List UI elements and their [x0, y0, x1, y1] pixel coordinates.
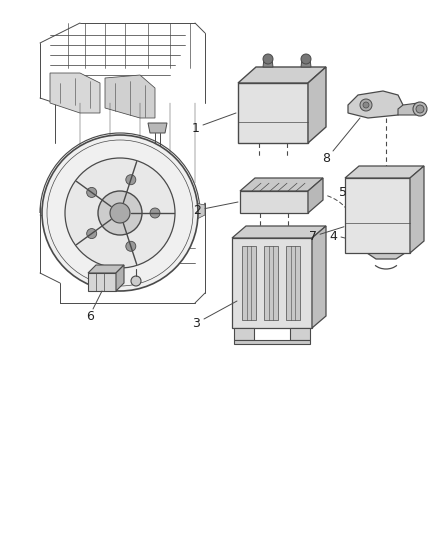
Text: 7: 7: [309, 230, 317, 243]
Polygon shape: [263, 59, 273, 67]
Circle shape: [382, 194, 390, 202]
Polygon shape: [290, 328, 310, 340]
Circle shape: [360, 99, 372, 111]
Polygon shape: [238, 67, 326, 83]
Polygon shape: [410, 166, 424, 253]
Circle shape: [110, 203, 130, 223]
Polygon shape: [286, 246, 300, 320]
Ellipse shape: [288, 71, 298, 77]
Text: 2: 2: [193, 204, 201, 217]
Text: 6: 6: [86, 311, 94, 324]
Circle shape: [413, 102, 427, 116]
Circle shape: [416, 105, 424, 113]
Polygon shape: [148, 123, 167, 133]
Text: 8: 8: [322, 152, 330, 166]
Ellipse shape: [272, 71, 282, 77]
Polygon shape: [116, 265, 124, 291]
Polygon shape: [50, 73, 100, 113]
Circle shape: [42, 135, 198, 291]
FancyArrowPatch shape: [328, 196, 354, 225]
Circle shape: [87, 188, 97, 197]
Circle shape: [131, 276, 141, 286]
Polygon shape: [398, 103, 423, 115]
Polygon shape: [232, 238, 312, 328]
Polygon shape: [345, 166, 424, 178]
Polygon shape: [168, 201, 205, 225]
Circle shape: [150, 208, 160, 218]
Circle shape: [126, 175, 136, 185]
Text: 5: 5: [339, 187, 347, 199]
Polygon shape: [238, 83, 308, 143]
Text: 3: 3: [192, 317, 200, 330]
Polygon shape: [234, 340, 310, 344]
Ellipse shape: [304, 71, 314, 77]
Polygon shape: [364, 236, 408, 259]
Text: 1: 1: [192, 122, 200, 134]
Polygon shape: [242, 246, 256, 320]
Circle shape: [98, 191, 142, 235]
Polygon shape: [60, 203, 100, 228]
Text: 4: 4: [329, 230, 337, 244]
Polygon shape: [301, 59, 311, 67]
Ellipse shape: [256, 71, 266, 77]
Polygon shape: [232, 226, 326, 238]
Circle shape: [263, 54, 273, 64]
Polygon shape: [308, 67, 326, 143]
Polygon shape: [105, 75, 155, 118]
Polygon shape: [264, 246, 278, 320]
Circle shape: [301, 54, 311, 64]
Polygon shape: [234, 328, 254, 340]
Polygon shape: [312, 226, 326, 328]
Polygon shape: [348, 91, 403, 118]
Circle shape: [126, 241, 136, 251]
Polygon shape: [308, 178, 323, 213]
Circle shape: [65, 158, 175, 268]
Polygon shape: [88, 265, 124, 273]
Polygon shape: [88, 273, 116, 291]
Polygon shape: [240, 191, 308, 213]
Polygon shape: [240, 178, 323, 191]
Circle shape: [87, 229, 97, 239]
Circle shape: [363, 102, 369, 108]
Polygon shape: [345, 178, 410, 253]
Circle shape: [381, 241, 391, 251]
